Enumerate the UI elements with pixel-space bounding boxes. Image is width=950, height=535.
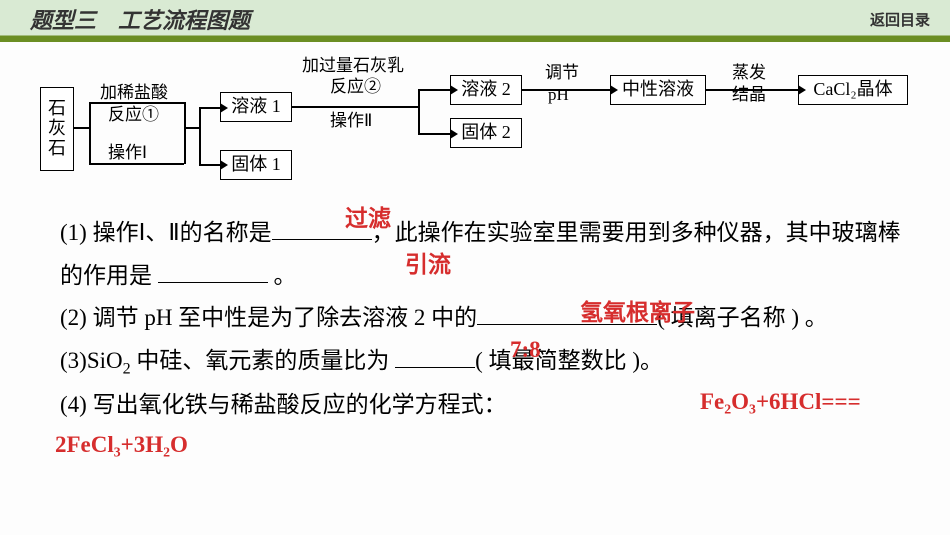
- blank-2: [158, 257, 268, 282]
- label-lime_top: 加过量石灰乳: [302, 57, 404, 76]
- label-hcl_top: 加稀盐酸: [100, 84, 168, 103]
- line-1: [89, 102, 91, 164]
- q1c: 。: [274, 263, 297, 288]
- line-12: [418, 133, 450, 135]
- q1a: (1) 操作Ⅰ、Ⅱ的名称是: [60, 220, 272, 245]
- line-4: [184, 102, 186, 164]
- line-8: [199, 164, 220, 166]
- header-title: 题型三 工艺流程图题: [30, 3, 250, 35]
- q3b: 中硅、氧元素的质量比为: [131, 348, 396, 373]
- box-limestone: 石 灰 石: [40, 87, 74, 171]
- label-op1: 操作Ⅰ: [108, 144, 147, 163]
- line-10: [418, 89, 420, 134]
- q4: (4) 写出氧化铁与稀盐酸反应的化学方程式：: [60, 392, 507, 417]
- label-hcl_bot: 反应①: [108, 106, 159, 125]
- slide-header: 题型三 工艺流程图题 返回目录: [0, 0, 950, 42]
- line-14: [706, 89, 798, 91]
- q2a: (2) 调节 pH 至中性是为了除去溶液 2 中的: [60, 305, 477, 330]
- line-6: [199, 107, 201, 164]
- box-neutral: 中性溶液: [610, 75, 706, 105]
- line-0: [74, 127, 89, 129]
- answer-a1: 过滤: [345, 199, 391, 233]
- answer-a5a: Fe₂O₃+6HCl===: [700, 389, 861, 415]
- q3sub: 2: [123, 360, 131, 377]
- line-5: [184, 127, 199, 129]
- line-3: [89, 163, 184, 165]
- return-link[interactable]: 返回目录: [870, 9, 930, 30]
- label-adjph_top: 调节: [545, 64, 579, 83]
- q3c: ( 填最简整数比 )。: [475, 348, 663, 373]
- answer-a4: 7:8: [510, 337, 541, 363]
- blank-4: [395, 342, 475, 367]
- process-diagram: 石 灰 石 溶液 1 固体 1 溶液 2 固体 2 中性溶液 CaCl₂晶体 加稀盐酸反应① 操…: [40, 62, 920, 192]
- label-evap_top: 蒸发: [732, 64, 766, 83]
- line-7: [199, 107, 220, 109]
- line-11: [418, 89, 450, 91]
- label-op2: 操作Ⅱ: [330, 112, 372, 131]
- answer-a5b: 2FeCl₃+3H₂O: [55, 432, 188, 458]
- answer-a2: 引流: [405, 245, 451, 279]
- q3a: (3)SiO: [60, 348, 123, 373]
- box-sol1: 溶液 1: [220, 92, 292, 122]
- box-sol2: 溶液 2: [450, 75, 522, 105]
- label-lime_bot: 反应②: [330, 78, 381, 97]
- box-solid2: 固体 2: [450, 118, 522, 148]
- box-cacl2: CaCl₂晶体: [798, 75, 908, 105]
- box-solid1: 固体 1: [220, 150, 292, 180]
- line-9: [292, 106, 418, 108]
- answer-a3: 氢氧根离子: [580, 293, 695, 327]
- line-13: [522, 89, 610, 91]
- line-2: [89, 102, 184, 104]
